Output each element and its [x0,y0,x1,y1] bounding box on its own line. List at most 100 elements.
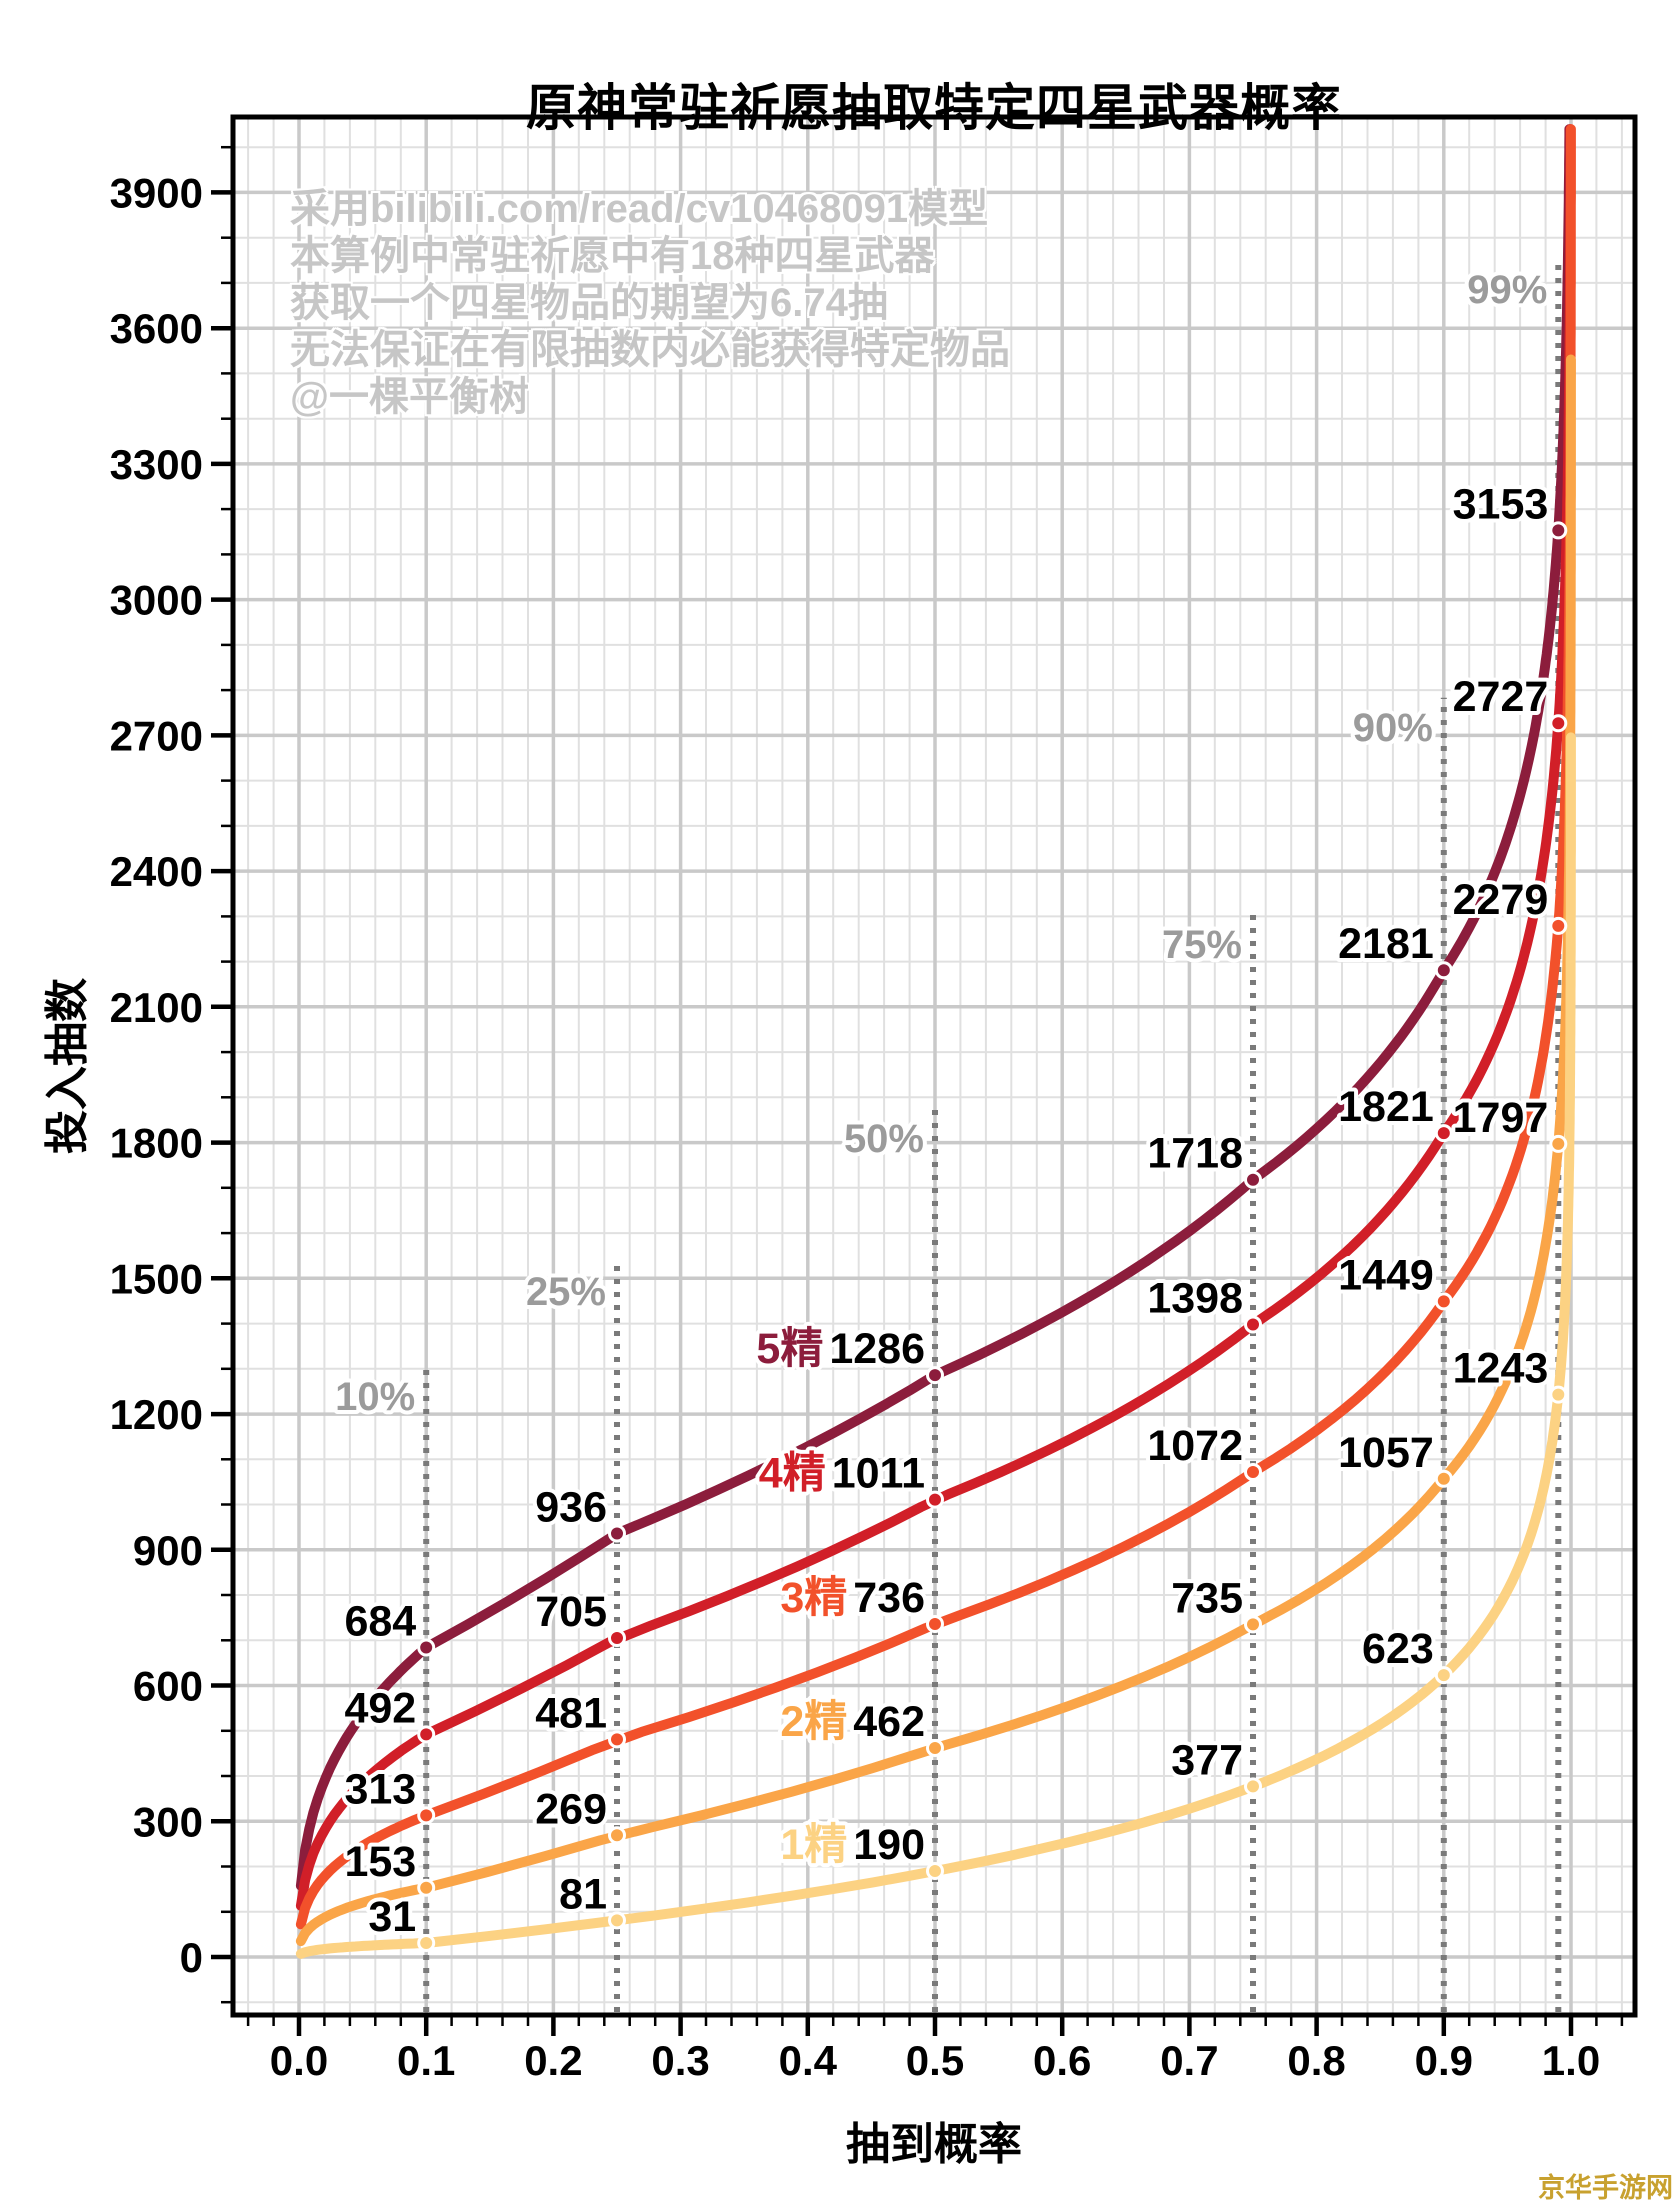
data-point-1精-50% [926,1862,944,1880]
data-point-1精-90% [1434,1666,1453,1685]
value-label-4精-10%: 492 [344,1684,416,1732]
y-tick-label-600: 600 [133,1663,203,1710]
x-tick-label-0.7: 0.7 [1160,2037,1218,2084]
x-tick-label-0.8: 0.8 [1287,2037,1345,2084]
data-point-4精-75% [1244,1315,1262,1334]
x-tick-label-0.5: 0.5 [906,2037,964,2084]
value-label-2精-25%: 269 [535,1785,607,1833]
data-point-5精-25% [608,1524,626,1543]
data-point-5精-50% [926,1366,944,1385]
data-point-3精-10% [417,1806,436,1825]
data-point-2精-99% [1549,1134,1568,1153]
x-tick-label-0.3: 0.3 [651,2037,709,2084]
data-point-2精-10% [417,1878,436,1897]
value-label-1精-75%: 377 [1171,1736,1243,1784]
value-label-3精-25%: 481 [535,1689,607,1737]
data-point-1精-10% [417,1934,436,1952]
data-point-1精-99% [1549,1385,1568,1404]
series-name-label: 4精 [759,1450,826,1498]
y-tick-label-0: 0 [180,1934,203,1981]
value-label-5精-75%: 1718 [1147,1130,1243,1178]
y-tick-label-3000: 3000 [110,577,203,624]
x-tick-label-0.1: 0.1 [397,2037,455,2084]
percentile-label-99%: 99% [1467,268,1547,312]
annotation-watermark-block: 采用bilibili.com/read/cv10468091模型 本算例中常驻祈… [290,186,1010,421]
curve-1精 [295,732,1576,1959]
x-tick-label-1.0: 1.0 [1542,2037,1600,2084]
data-point-4精-99% [1549,714,1568,733]
data-point-3精-99% [1549,916,1568,935]
series-name-label: 2精 [780,1698,847,1746]
value-label-3精-50%: 3精 736 [780,1574,925,1622]
value-label-2精-75%: 735 [1171,1574,1243,1622]
annotation-line: 采用bilibili.com/read/cv10468091模型 [290,187,989,231]
annotation-line: @一棵平衡树 [290,375,530,419]
x-tick-label-0.4: 0.4 [779,2037,838,2084]
value-label-5精-50%: 5精 1286 [756,1325,925,1373]
x-tick-label-0.9: 0.9 [1415,2037,1473,2084]
data-point-2精-25% [608,1826,626,1845]
percentile-label-10%: 10% [335,1375,415,1419]
y-tick-label-3900: 3900 [110,169,203,216]
annotation-line: 获取一个四星物品的期望为6.74抽 [290,281,888,325]
y-tick-label-2400: 2400 [110,848,203,895]
data-point-5精-90% [1434,961,1453,980]
value-label-5精-10%: 684 [344,1598,416,1646]
value-label-4精-75%: 1398 [1147,1275,1243,1323]
percentile-label-25%: 25% [526,1270,606,1314]
series-name-label: 1精 [780,1821,847,1869]
value-label-3精-10%: 313 [344,1765,416,1813]
x-tick-label-0.2: 0.2 [524,2037,582,2084]
y-tick-label-3300: 3300 [110,441,203,488]
value-label-3精-75%: 1072 [1147,1422,1243,1470]
annotation-line: 无法保证在有限抽数内必能获得特定物品 [290,328,1010,372]
percentile-label-75%: 75% [1162,923,1242,967]
value-label-1精-25%: 81 [559,1870,607,1918]
y-tick-label-3600: 3600 [110,305,203,352]
y-tick-label-900: 900 [133,1527,203,1574]
y-axis-label: 投入抽数 [43,978,92,1154]
value-label-2精-90%: 1057 [1338,1429,1434,1477]
y-tick-label-1200: 1200 [110,1391,203,1438]
percentile-label-90%: 90% [1353,706,1433,750]
series-value-label: 1011 [832,1450,925,1498]
data-point-4精-90% [1434,1124,1453,1143]
value-label-3精-99%: 2279 [1453,876,1549,924]
data-point-2精-50% [926,1739,944,1757]
data-point-2精-75% [1244,1615,1262,1634]
y-tick-label-1500: 1500 [110,1255,203,1302]
y-tick-label-2700: 2700 [110,712,203,759]
data-point-2精-90% [1434,1469,1453,1488]
x-axis-label: 抽到概率 [846,2120,1022,2169]
data-point-4精-25% [608,1629,626,1647]
y-tick-label-300: 300 [133,1798,203,1845]
data-point-5精-10% [417,1638,436,1657]
x-tick-label-0.0: 0.0 [270,2037,328,2084]
value-label-3精-90%: 1449 [1338,1251,1434,1299]
value-label-4精-25%: 705 [535,1588,607,1636]
value-label-4精-90%: 1821 [1338,1083,1434,1131]
value-label-4精-99%: 2727 [1453,673,1549,721]
data-point-5精-99% [1549,521,1568,540]
data-point-4精-10% [417,1725,436,1744]
series-name-label: 5精 [756,1325,823,1373]
data-point-5精-75% [1244,1170,1262,1189]
chart-title: 原神常驻祈愿抽取特定四星武器概率 [526,79,1342,136]
value-label-2精-10%: 153 [344,1838,416,1886]
value-label-5精-99%: 3153 [1453,480,1549,528]
annotation-line: 本算例中常驻祈愿中有18种四星武器 [290,234,935,278]
series-value-label: 736 [853,1574,925,1622]
data-point-3精-25% [608,1730,626,1749]
value-label-1精-99%: 1243 [1453,1345,1549,1393]
data-point-1精-75% [1244,1777,1262,1796]
series-name-label: 3精 [780,1574,847,1622]
curve-2精 [295,354,1576,1947]
value-label-2精-50%: 2精 462 [780,1698,925,1746]
value-label-1精-90%: 623 [1362,1625,1434,1673]
series-value-label: 1286 [829,1325,925,1373]
y-tick-label-1800: 1800 [110,1120,203,1167]
x-tick-label-0.6: 0.6 [1033,2037,1091,2084]
value-label-1精-50%: 1精 190 [780,1821,925,1869]
series-value-label: 190 [853,1821,925,1869]
